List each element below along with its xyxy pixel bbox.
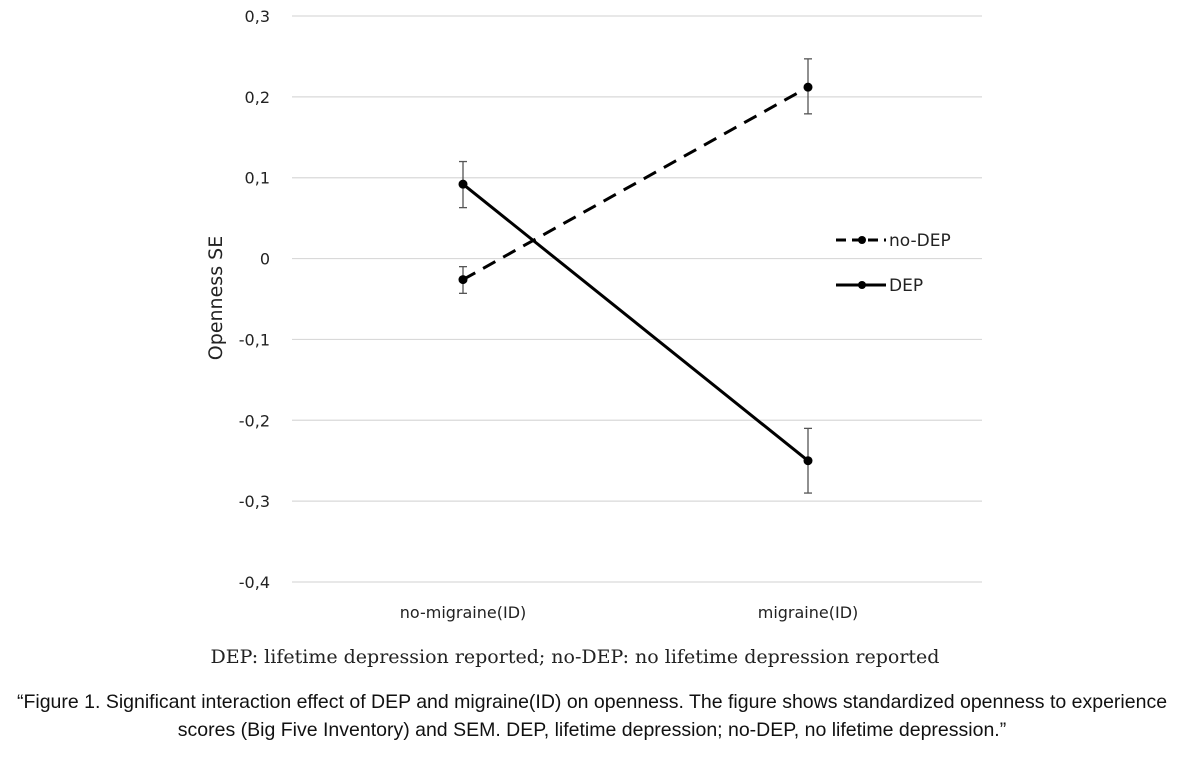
y-tick-label: -0,2: [239, 411, 270, 430]
y-tick-label: 0,3: [245, 7, 270, 26]
y-tick-label: -0,3: [239, 492, 270, 511]
y-tick-label: 0,2: [245, 88, 270, 107]
grid-lines: [292, 15, 982, 583]
series-line: [462, 85, 809, 281]
series-lines: [458, 58, 813, 494]
y-axis-title: Openness SE: [205, 236, 227, 360]
legend-swatch-marker: [858, 236, 866, 244]
series-no-dep: [458, 58, 813, 294]
x-tick-labels: no-migraine(ID) migraine(ID): [400, 603, 859, 622]
series-line: [462, 183, 809, 462]
legend-swatch-marker: [858, 281, 866, 289]
legend-label: DEP: [889, 276, 923, 296]
interaction-line-chart: 0,3 0,2 0,1 0 -0,1 -0,2 -0,3 -0,4 no-migraine(I…: [205, 7, 982, 622]
x-tick-label: migraine(ID): [758, 603, 859, 622]
y-tick-label: -0,1: [239, 330, 270, 349]
figure-caption: “Figure 1. Significant interaction effec…: [16, 691, 1168, 741]
y-tick-label: 0: [260, 250, 270, 269]
y-tick-label: -0,4: [239, 573, 270, 592]
series-dep: [458, 160, 813, 494]
y-tick-label: 0,1: [245, 169, 270, 188]
data-point: [458, 179, 468, 189]
x-tick-label: no-migraine(ID): [400, 603, 527, 622]
legend-label: no-DEP: [889, 231, 951, 251]
chart-note: DEP: lifetime depression reported; no-DE…: [210, 646, 940, 668]
data-point: [458, 275, 468, 285]
data-point: [803, 456, 813, 466]
data-point: [803, 82, 813, 92]
y-tick-labels: 0,3 0,2 0,1 0 -0,1 -0,2 -0,3 -0,4: [239, 7, 270, 592]
legend: no-DEP DEP: [836, 231, 951, 296]
